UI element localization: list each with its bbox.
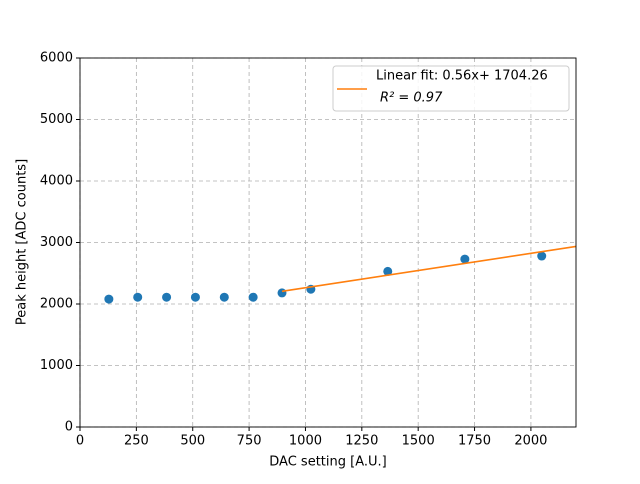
y-tick-label: 0 [65,420,73,435]
data-point [133,292,143,302]
y-tick-label: 4000 [40,174,73,189]
x-tick-label: 1250 [345,434,378,449]
x-tick-label: 250 [124,434,149,449]
y-tick-label: 6000 [40,51,73,66]
x-tick-label: 2000 [514,434,547,449]
fit-line [281,245,577,293]
x-tick-label: 0 [76,434,84,449]
legend-label: R² = 0.97 [380,91,443,106]
y-tick-label: 2000 [40,297,73,312]
x-axis-label: DAC setting [A.U.] [269,455,386,470]
y-tick-label: 5000 [40,112,73,127]
axes-frame [79,57,577,428]
legend-label: Linear fit: 0.56x+ 1704.26 [376,69,548,84]
y-tick-label: 3000 [40,235,73,250]
y-axis-label: Peak height [ADC counts] [15,159,30,325]
data-point [248,292,258,302]
x-tick-label: 1750 [458,434,491,449]
x-tick-label: 1500 [402,434,435,449]
data-point [219,292,229,302]
x-tick-label: 1000 [289,434,322,449]
data-point [277,288,287,298]
data-point [383,266,393,276]
data-point [190,292,200,302]
legend-box [332,65,570,112]
y-tick-label: 1000 [40,358,73,373]
data-point [162,292,172,302]
data-point [104,294,114,304]
x-tick-label: 500 [180,434,205,449]
data-point [460,254,470,264]
data-point [537,251,547,261]
x-tick-label: 750 [237,434,262,449]
